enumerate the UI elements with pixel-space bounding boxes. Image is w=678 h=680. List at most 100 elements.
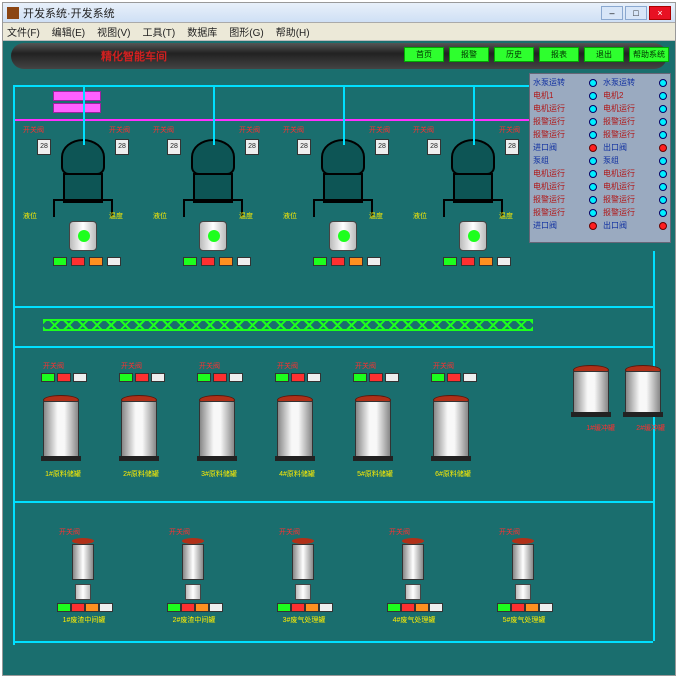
value-box: 28: [297, 139, 311, 155]
process-tank-3: [283, 541, 323, 600]
nav-button[interactable]: 首页: [404, 47, 444, 62]
status-block: [89, 257, 103, 266]
status-row: 泵组: [603, 154, 667, 167]
status-led-icon: [659, 131, 667, 139]
value-box: 28: [427, 139, 441, 155]
menu-item[interactable]: 文件(F): [7, 24, 40, 39]
valve-label: 开关阀: [355, 361, 376, 371]
status-block: [431, 373, 445, 382]
status-block: [387, 603, 401, 612]
tank-label: 2#原料储罐: [113, 469, 169, 479]
status-block: [71, 603, 85, 612]
status-block: [41, 373, 55, 382]
nav-button[interactable]: 退出: [584, 47, 624, 62]
status-led-icon: [589, 157, 597, 165]
status-led-icon: [659, 118, 667, 126]
menu-item[interactable]: 图形(G): [229, 24, 263, 39]
valve-label: 开关阀: [279, 527, 300, 537]
storage-tank-3: [195, 391, 239, 461]
status-block: [277, 603, 291, 612]
status-led-icon: [589, 144, 597, 152]
status-block: [213, 373, 227, 382]
status-block: [331, 257, 345, 266]
status-block: [197, 373, 211, 382]
pump-icon: [185, 584, 201, 600]
status-row: 报警运行: [603, 193, 667, 206]
status-block: [319, 603, 333, 612]
status-row: 电机运行: [603, 102, 667, 115]
value-box: 28: [115, 139, 129, 155]
storage-tank-4: [273, 391, 317, 461]
status-panel: 水泵运转电机1电机运行报警运行报警运行进口阀泵组电机运行电机运行报警运行报警运行…: [529, 73, 671, 243]
status-led-icon: [659, 196, 667, 204]
pump-icon: [199, 221, 227, 251]
side-tank-label: 1#缓冲罐: [586, 423, 615, 433]
status-block: [479, 257, 493, 266]
window-title: 开发系统·开发系统: [23, 5, 601, 21]
nav-button[interactable]: 帮助系统: [629, 47, 669, 62]
pump-icon: [69, 221, 97, 251]
status-block: [229, 373, 243, 382]
status-row: 电机2: [603, 89, 667, 102]
status-block: [385, 373, 399, 382]
menu-item[interactable]: 编辑(E): [52, 24, 85, 39]
nav-button[interactable]: 历史: [494, 47, 534, 62]
status-block: [73, 373, 87, 382]
status-block: [353, 373, 367, 382]
status-row: 出口阀: [603, 141, 667, 154]
status-led-icon: [589, 79, 597, 87]
status-block: [209, 603, 223, 612]
tank-label: 6#原料储罐: [425, 469, 481, 479]
tank-label: 1#废渣中间罐: [49, 615, 119, 625]
tank-label: 4#原料储罐: [269, 469, 325, 479]
status-block: [307, 373, 321, 382]
valve-label: 开关阀: [433, 361, 454, 371]
storage-tank-6: [429, 391, 473, 461]
status-block: [367, 257, 381, 266]
nav-button[interactable]: 报表: [539, 47, 579, 62]
menu-item[interactable]: 工具(T): [142, 24, 175, 39]
status-led-icon: [589, 170, 597, 178]
status-block: [497, 603, 511, 612]
status-block: [237, 257, 251, 266]
status-led-icon: [659, 79, 667, 87]
side-tank-label: 2#缓冲罐: [636, 423, 665, 433]
valve-label: 开关阀: [59, 527, 80, 537]
status-led-icon: [589, 183, 597, 191]
menu-item[interactable]: 帮助(H): [276, 24, 310, 39]
status-row: 报警运行: [603, 128, 667, 141]
status-row: 报警运行: [603, 206, 667, 219]
nav-button[interactable]: 报警: [449, 47, 489, 62]
close-button[interactable]: ×: [649, 6, 671, 20]
menubar: 文件(F) 编辑(E) 视图(V) 工具(T) 数据库图形(G) 帮助(H): [3, 23, 675, 41]
status-row: 进口阀: [533, 219, 597, 232]
menu-item[interactable]: 数据库: [187, 24, 217, 39]
status-row: 报警运行: [603, 115, 667, 128]
valve-label: 开关阀: [277, 361, 298, 371]
status-block: [443, 257, 457, 266]
menu-item[interactable]: 视图(V): [97, 24, 130, 39]
status-led-icon: [589, 118, 597, 126]
status-led-icon: [589, 131, 597, 139]
tank-label: 4#废气处理罐: [379, 615, 449, 625]
status-led-icon: [589, 196, 597, 204]
status-block: [525, 603, 539, 612]
status-block: [85, 603, 99, 612]
app-window: 开发系统·开发系统 – □ × 文件(F) 编辑(E) 视图(V) 工具(T) 数据库图…: [2, 2, 676, 676]
value-box: 28: [37, 139, 51, 155]
status-block: [151, 373, 165, 382]
maximize-button[interactable]: □: [625, 6, 647, 20]
status-block: [401, 603, 415, 612]
status-led-icon: [659, 222, 667, 230]
status-led-icon: [589, 92, 597, 100]
status-row: 电机运行: [533, 180, 597, 193]
status-block: [53, 257, 67, 266]
status-block: [119, 373, 133, 382]
pump-icon: [75, 584, 91, 600]
titlebar[interactable]: 开发系统·开发系统 – □ ×: [3, 3, 675, 23]
top-button-bar: 首页报警历史报表退出帮助系统: [404, 47, 669, 62]
status-block: [313, 257, 327, 266]
status-block: [539, 603, 553, 612]
status-row: 报警运行: [533, 128, 597, 141]
minimize-button[interactable]: –: [601, 6, 623, 20]
